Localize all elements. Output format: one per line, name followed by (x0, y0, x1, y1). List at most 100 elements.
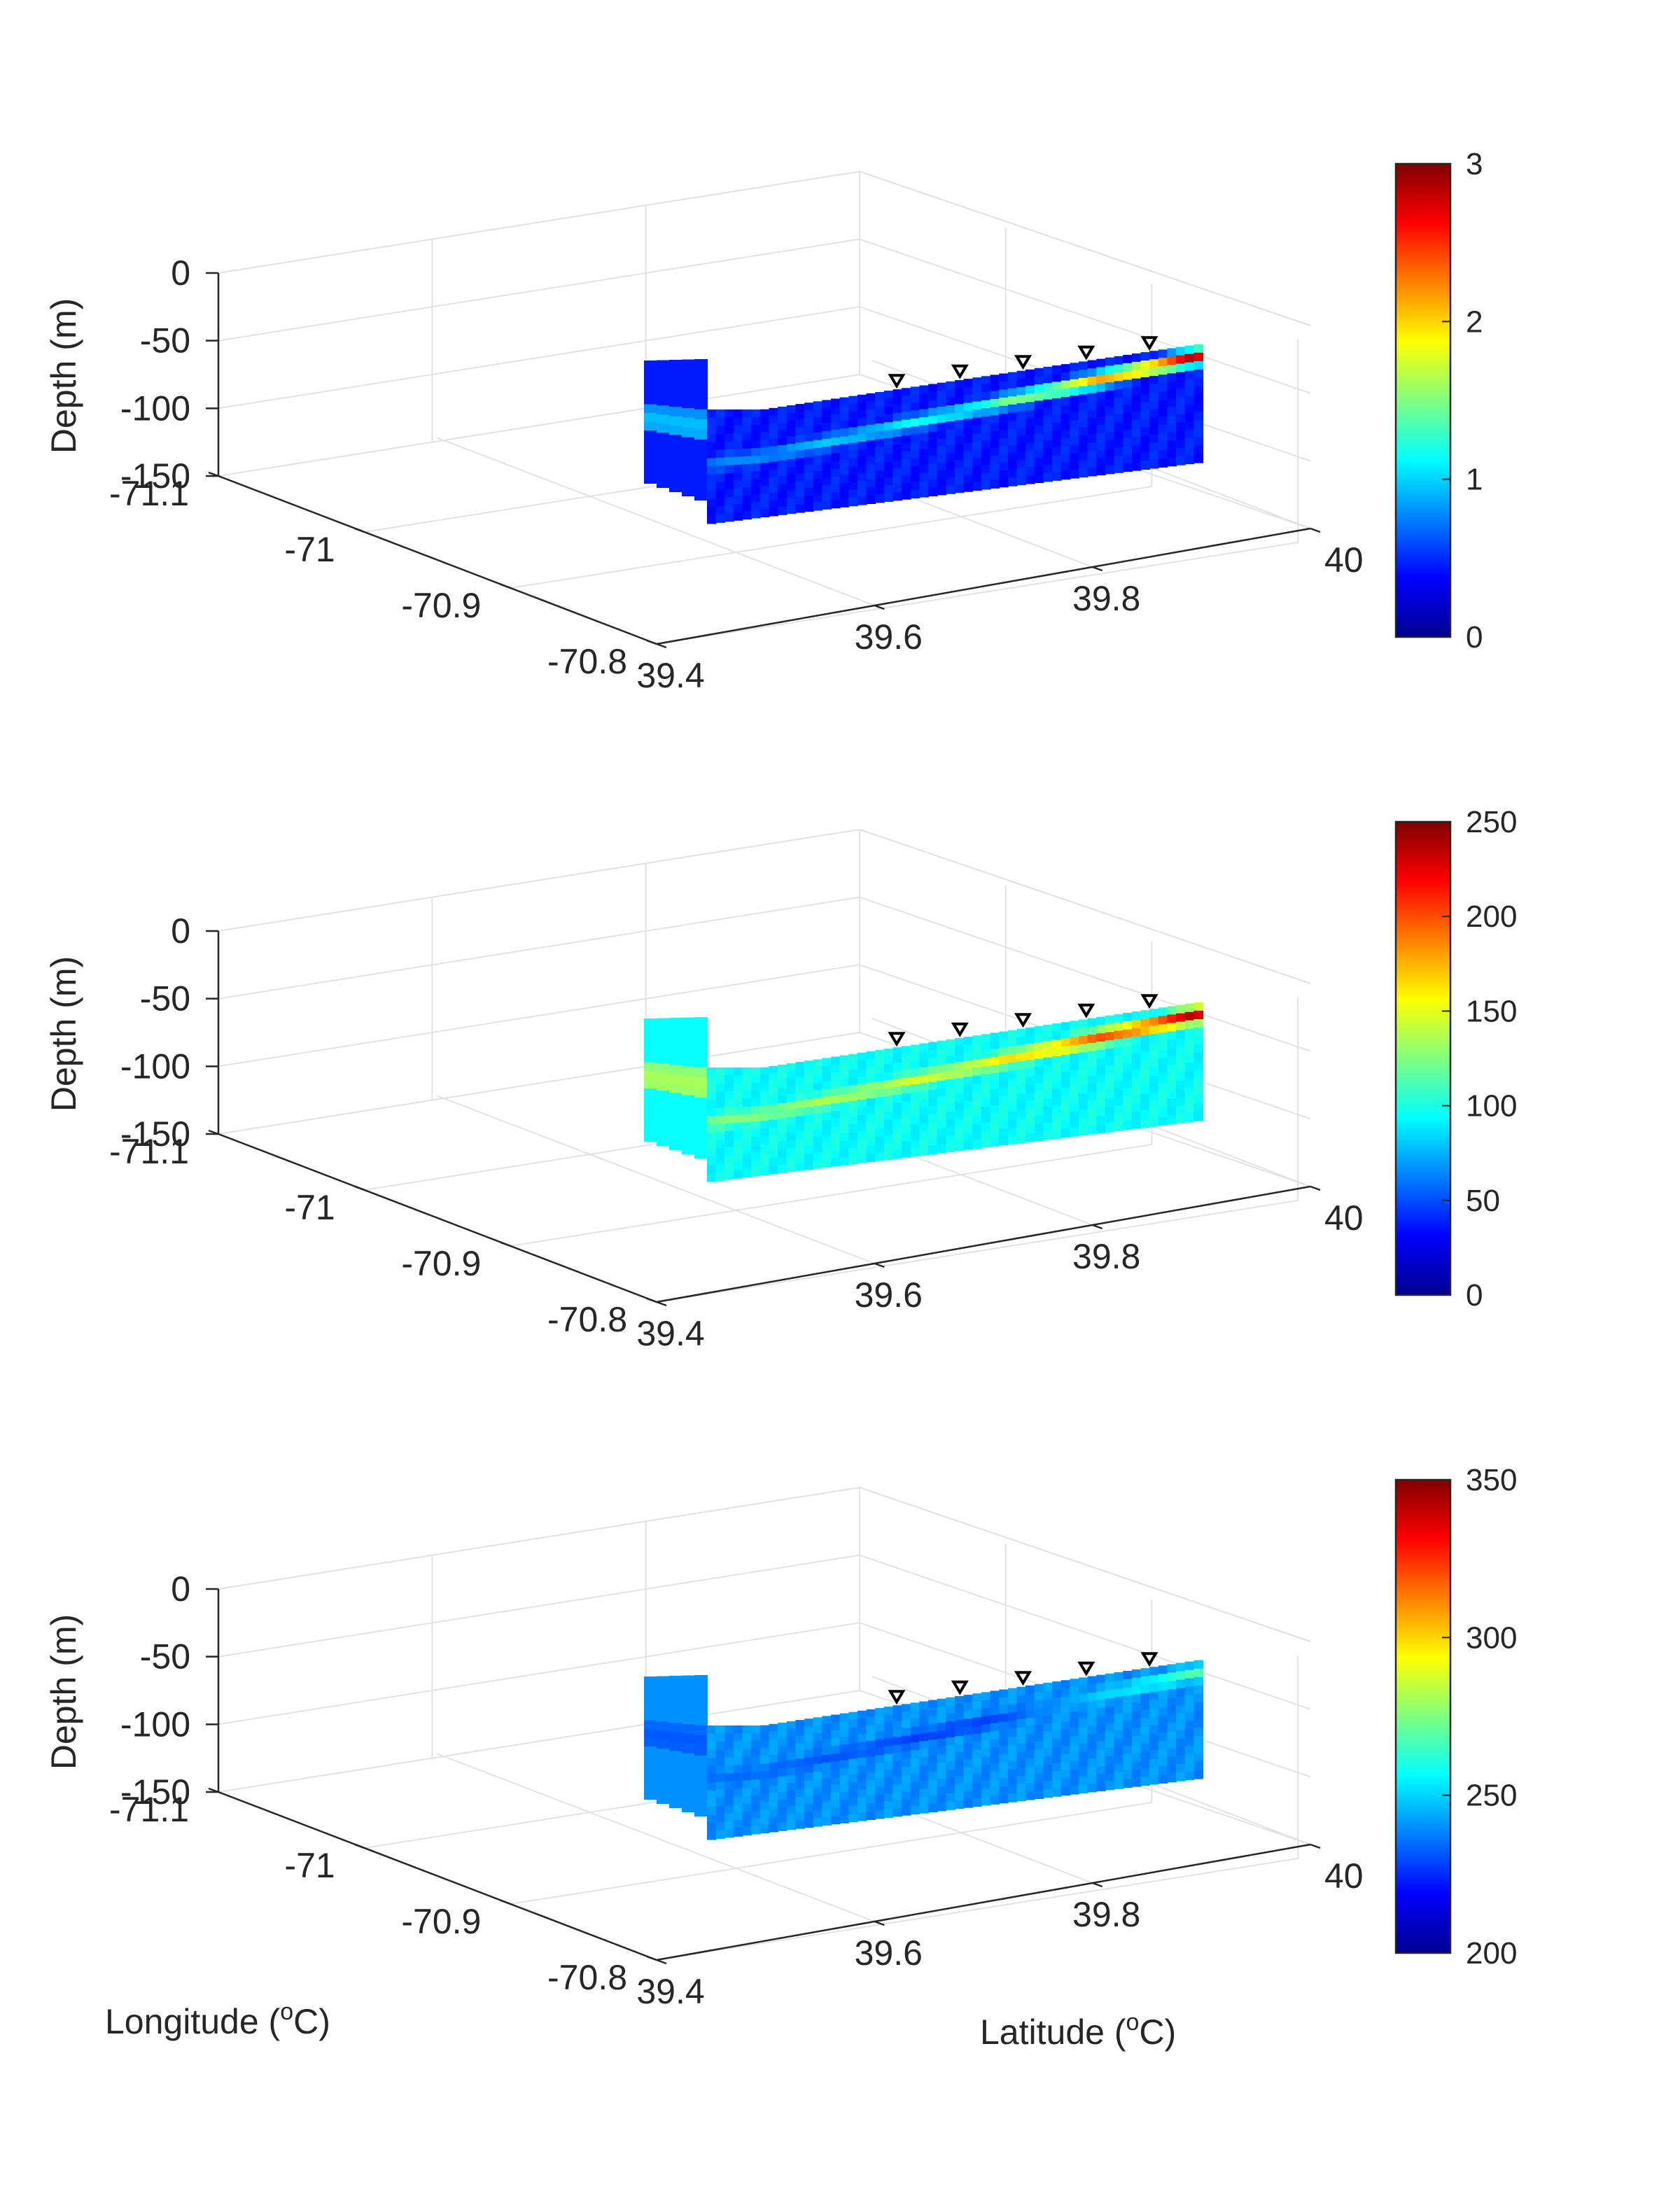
section-cell (1158, 408, 1168, 418)
section-cell (892, 1118, 903, 1128)
section-cell (724, 1797, 734, 1806)
section-cell (848, 396, 858, 405)
section-cell (715, 457, 726, 467)
section-cell (804, 1788, 814, 1797)
section-cell (715, 1789, 726, 1799)
section-cell (1131, 1694, 1142, 1704)
y-tick (656, 1959, 667, 1965)
section-cell (955, 1046, 965, 1055)
section-cell (972, 1084, 982, 1093)
section-cell (751, 1083, 761, 1092)
section-cell (1070, 437, 1079, 446)
section-cell (990, 1755, 1000, 1765)
section-cell (822, 1809, 832, 1818)
section-cell (751, 494, 761, 503)
section-cell (963, 1783, 974, 1792)
section-cell (751, 456, 761, 465)
section-cell (669, 1760, 682, 1771)
section-cell (892, 1737, 903, 1746)
section-cell (1184, 1020, 1195, 1030)
section-cell (919, 393, 929, 402)
section-cell (682, 1753, 695, 1764)
section-cell (839, 1768, 850, 1777)
section-cell (866, 1717, 876, 1726)
section-cell (644, 1712, 657, 1721)
section-cell (1140, 1102, 1151, 1112)
section-cell (715, 1075, 726, 1084)
section-cell (1016, 1727, 1027, 1737)
section-cell (1167, 1073, 1177, 1083)
section-cell (1096, 1732, 1106, 1742)
section-cell (1123, 396, 1133, 406)
section-cell (724, 1813, 734, 1822)
section-cell (883, 1762, 894, 1771)
section-cell (1007, 1769, 1018, 1778)
section-cell (1167, 415, 1177, 425)
y-tick (1092, 1224, 1103, 1230)
section-cell (733, 1170, 743, 1179)
section-cell (883, 398, 894, 407)
section-cell (707, 466, 717, 475)
section-cell (910, 474, 920, 483)
section-cell (733, 488, 743, 497)
data-section (644, 994, 1203, 1182)
section-cell (866, 1740, 876, 1749)
section-cell (1034, 368, 1044, 377)
section-cell (1079, 394, 1088, 404)
section-cell (669, 435, 682, 445)
section-cell (910, 1076, 920, 1086)
section-cell (1079, 1126, 1088, 1136)
section-cell (1026, 1035, 1035, 1044)
section-cell (1052, 1097, 1062, 1106)
section-cell (1194, 1753, 1203, 1763)
section-cell (955, 1720, 965, 1729)
section-cell (1034, 1790, 1044, 1799)
section-cell (1096, 1724, 1106, 1734)
section-cell (1070, 1679, 1079, 1688)
section-cell (644, 1062, 657, 1072)
section-cell (848, 450, 858, 460)
section-cell (928, 1050, 938, 1059)
section-cell (1026, 1791, 1035, 1800)
section-cell (937, 1730, 947, 1740)
section-cell (839, 1760, 850, 1769)
section-cell (1079, 1077, 1088, 1086)
section-cell (1158, 1066, 1168, 1076)
section-cell (910, 1774, 920, 1783)
section-cell (1070, 1070, 1079, 1079)
section-cell (1070, 1753, 1079, 1762)
section-cell (804, 503, 814, 512)
section-cell (804, 1726, 814, 1735)
section-cell (902, 404, 911, 413)
section-cell (875, 1144, 885, 1154)
section-cell (751, 1129, 761, 1138)
section-cell (1087, 434, 1098, 444)
section-cell (769, 1096, 779, 1105)
section-cell (1131, 1086, 1142, 1096)
section-cell (1079, 1727, 1088, 1736)
section-cell (707, 1108, 717, 1117)
section-cell (760, 463, 770, 472)
grid-line (656, 1858, 1298, 1961)
section-cell (786, 1110, 797, 1119)
section-cell (822, 470, 832, 479)
section-cell (742, 1726, 752, 1735)
section-cell (875, 1121, 885, 1130)
section-cell (1114, 422, 1124, 432)
section-cell (1096, 375, 1106, 384)
section-cell (866, 1803, 876, 1812)
grid-line (435, 1753, 875, 1922)
section-cell (733, 1788, 743, 1798)
section-cell (822, 1801, 832, 1810)
section-cell (1158, 1732, 1168, 1742)
section-cell (875, 486, 885, 496)
section-cell (1034, 1692, 1044, 1702)
section-cell (1026, 418, 1035, 428)
section-cell (875, 415, 885, 424)
section-cell (1043, 1123, 1053, 1132)
section-cell (848, 1712, 858, 1721)
section-cell (1105, 1731, 1115, 1741)
section-cell (839, 1055, 850, 1064)
section-cell (760, 1809, 770, 1819)
section-cell (866, 1138, 876, 1147)
